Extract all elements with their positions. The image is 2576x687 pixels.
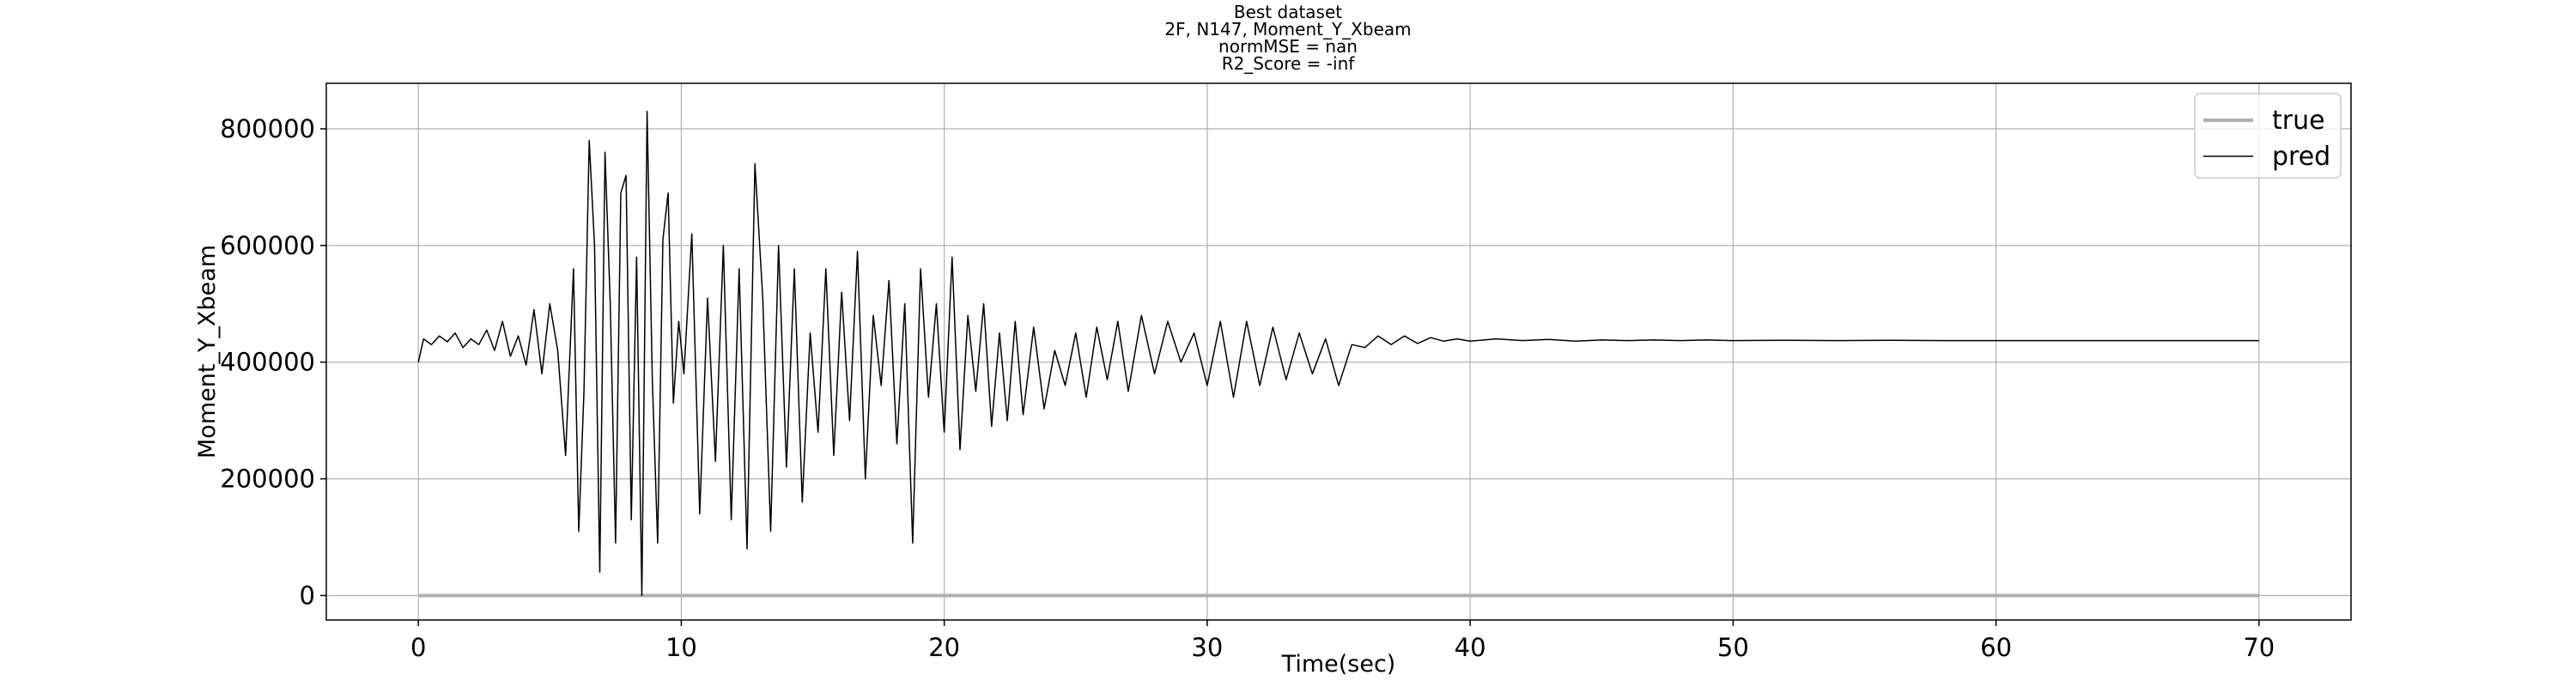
chart-title-line-2: 2F, N147, Moment_Y_Xbeam xyxy=(1164,19,1412,40)
y-ticks: 0 200000 400000 600000 800000 xyxy=(220,114,326,610)
grid xyxy=(326,83,2351,620)
x-axis-label: Time(sec) xyxy=(1281,651,1396,678)
y-tick-label: 200000 xyxy=(220,465,315,494)
x-tick-label: 40 xyxy=(1455,633,1486,662)
x-tick-label: 50 xyxy=(1717,633,1749,662)
x-tick-label: 60 xyxy=(1980,633,2012,662)
chart-title-line-1: Best dataset xyxy=(1233,2,1343,22)
series-layer xyxy=(417,110,2259,598)
legend-label-true: true xyxy=(2272,106,2325,136)
legend: true pred xyxy=(2194,93,2342,179)
y-tick-label: 400000 xyxy=(220,348,315,377)
y-tick-label: 0 xyxy=(300,581,315,610)
x-tick-label: 0 xyxy=(410,633,426,662)
x-tick-label: 70 xyxy=(2243,633,2275,662)
x-tick-label: 10 xyxy=(665,633,697,662)
chart-title-line-3: normMSE = nan xyxy=(1218,36,1358,57)
x-tick-label: 20 xyxy=(928,633,960,662)
series-line-pred xyxy=(417,110,2259,597)
y-tick-label: 600000 xyxy=(220,231,315,260)
y-tick-label: 800000 xyxy=(220,114,315,143)
y-axis-label: Moment_Y_Xbeam xyxy=(194,245,221,459)
chart-title-line-4: R2_Score = -inf xyxy=(1221,53,1355,74)
x-tick-label: 30 xyxy=(1191,633,1223,662)
axes-frame xyxy=(325,82,2352,621)
x-ticks: 0 10 20 30 40 50 60 70 xyxy=(410,620,2275,662)
legend-label-pred: pred xyxy=(2272,142,2330,172)
